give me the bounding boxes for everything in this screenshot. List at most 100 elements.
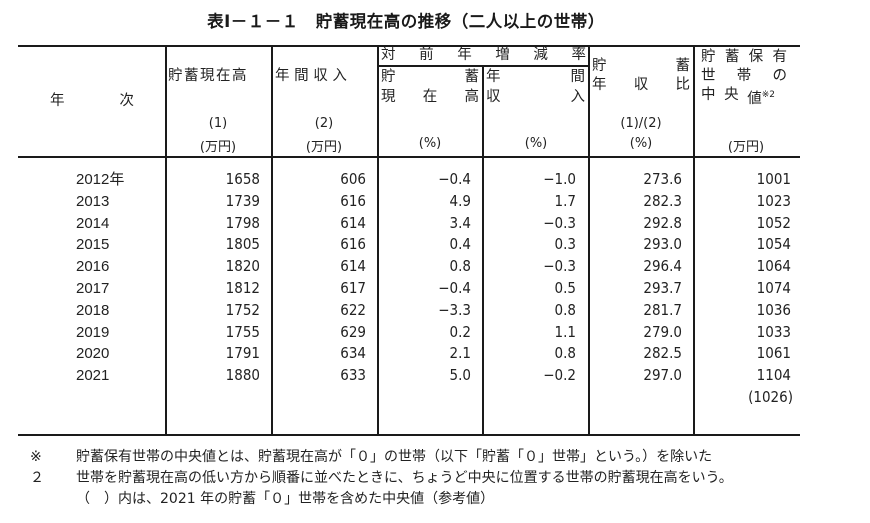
- table-cell: 606: [340, 170, 366, 188]
- footnote-line: 貯蓄保有世帯の中央値とは、貯蓄現在高が「０」の世帯（以下「貯蓄「０」世帯」という…: [76, 449, 713, 465]
- header-yoy-income: 年 間 収 入: [486, 69, 585, 106]
- header-char: 前: [419, 47, 434, 63]
- header-char: 保: [748, 49, 764, 65]
- header-char: 年: [486, 69, 501, 85]
- table-cell: 614: [340, 257, 366, 276]
- table-cell: 2021: [76, 367, 110, 385]
- table-cell: 296.4: [643, 257, 682, 276]
- table-cell: −0.3: [543, 213, 576, 232]
- table-cell: 0.2: [449, 322, 471, 341]
- table-cell: −0.3: [543, 257, 576, 276]
- table-cell: 1074: [756, 278, 791, 297]
- table-cell: 0.8: [554, 344, 576, 363]
- table-cell: 281.7: [643, 300, 682, 319]
- table-cell: 273.6: [643, 170, 682, 188]
- table-cell: 1061: [756, 344, 791, 363]
- table-cell: 2015: [76, 236, 110, 254]
- table-cell: 0.5: [554, 278, 576, 297]
- header-median-unit: (万円): [727, 140, 765, 155]
- table-cell: 1052: [756, 213, 791, 232]
- header-char: 蓄: [464, 69, 480, 85]
- col-divider: [377, 45, 379, 435]
- median-column: 1001 1023 1052 1054 1064 1074 1036 1033 …: [696, 169, 793, 409]
- table-cell: −0.4: [438, 278, 471, 297]
- header-ratio-num: (1)/(2): [620, 116, 662, 131]
- header-char: 比: [675, 77, 691, 93]
- header-savings: 貯蓄現在高: [168, 68, 248, 84]
- table-cell: 279.0: [643, 322, 682, 341]
- table-cell: 1752: [225, 300, 260, 319]
- table-cell: 2018: [76, 301, 110, 319]
- income-column: 606 616 614 616 614 617 622 629 634 633: [274, 169, 366, 387]
- note-mark: ※2: [761, 90, 775, 100]
- header-savings-unit: (万円): [199, 140, 237, 155]
- table-cell: 2016: [76, 258, 110, 276]
- header-year-char: 年: [50, 93, 65, 109]
- header-char: 率: [571, 47, 586, 63]
- ratio-column: 273.6 282.3 292.8 293.0 296.4 293.7 281.…: [591, 169, 682, 387]
- table-cell: 0.3: [554, 235, 576, 254]
- table-top-border: [18, 45, 800, 47]
- header-ratio: 貯 蓄 年 収 比: [592, 58, 690, 94]
- table-cell: 1791: [225, 344, 260, 363]
- median-incl-zero-cell: (1026): [748, 387, 793, 406]
- table-cell: 1036: [756, 300, 791, 319]
- table-cell: 293.0: [643, 235, 682, 254]
- footnote-line: 世帯を貯蓄現在高の低い方から順番に並べたときに、ちょうど中央に位置する世帯の貯蓄…: [76, 470, 733, 486]
- footnote-mark: ※２: [30, 449, 44, 486]
- header-char: 世: [701, 68, 716, 84]
- header-yoy-savings-unit: (%): [418, 136, 442, 151]
- header-median: 貯 蓄 保 有 世 帯 の 中 央 値※2: [701, 49, 787, 108]
- table-cell: 292.8: [643, 213, 682, 232]
- table-cell: 5.0: [449, 366, 471, 385]
- header-char: 間: [570, 69, 586, 85]
- header-income-unit: (万円): [305, 140, 343, 155]
- col-divider: [693, 45, 695, 435]
- table-cell: 622: [340, 300, 366, 319]
- table-title: 表Ⅰ－１－１ 貯蓄現在高の推移（二人以上の世帯）: [207, 12, 605, 31]
- table-cell: 614: [340, 213, 366, 232]
- header-bottom-border: [18, 156, 800, 158]
- table-cell: 616: [340, 191, 366, 210]
- table-cell: 616: [340, 235, 366, 254]
- year-column: 2012年 2013 2014 2015 2016 2017 2018 2019…: [76, 169, 156, 387]
- header-char: 貯: [592, 58, 607, 74]
- table-cell: 1739: [225, 191, 260, 210]
- header-char: 入: [570, 89, 586, 105]
- table-cell: 633: [340, 366, 366, 385]
- table-cell: 293.7: [643, 278, 682, 297]
- header-char: 蓄: [675, 58, 691, 74]
- header-char: 貯: [701, 49, 716, 65]
- table-cell: 1798: [225, 213, 260, 232]
- table-cell: 0.8: [449, 257, 471, 276]
- header-income: 年 間 収 入: [275, 68, 347, 84]
- yoy-income-column: −1.0 1.7 −0.3 0.3 −0.3 0.5 0.8 1.1 0.8 −…: [486, 169, 576, 387]
- table-cell: −3.3: [438, 300, 471, 319]
- table-cell: 1064: [756, 257, 791, 276]
- table-cell: 1033: [756, 322, 791, 341]
- table-cell: 1812: [225, 278, 260, 297]
- table-cell: 1658: [225, 170, 260, 188]
- table-cell: 3.4: [449, 213, 471, 232]
- table-cell: 1054: [756, 235, 791, 254]
- table-cell: 1.7: [554, 191, 576, 210]
- header-char: 減: [533, 47, 548, 63]
- header-yoy-income-unit: (%): [524, 136, 548, 151]
- header-char: 収: [486, 89, 501, 105]
- table-cell: 0.4: [449, 235, 471, 254]
- table-cell: 4.9: [449, 191, 471, 210]
- header-yoy-group: 対 前 年 増 減 率: [381, 47, 586, 64]
- table-cell: 2012年: [76, 171, 125, 188]
- table-cell: 2014: [76, 214, 110, 232]
- table-cell: 1880: [225, 366, 260, 385]
- table-cell: 1755: [225, 322, 260, 341]
- footnote-line: （ ）内は、2021 年の貯蓄「０」世帯を含めた中央値（参考値）: [76, 491, 495, 507]
- table-cell: 2.1: [449, 344, 471, 363]
- col-divider: [482, 66, 484, 435]
- table-cell: 617: [340, 278, 366, 297]
- header-char: 増: [495, 47, 510, 63]
- header-ratio-unit: (%): [629, 136, 653, 151]
- table-cell: 1.1: [554, 322, 576, 341]
- table-cell: 0.8: [554, 300, 576, 319]
- header-char: 帯: [736, 68, 752, 84]
